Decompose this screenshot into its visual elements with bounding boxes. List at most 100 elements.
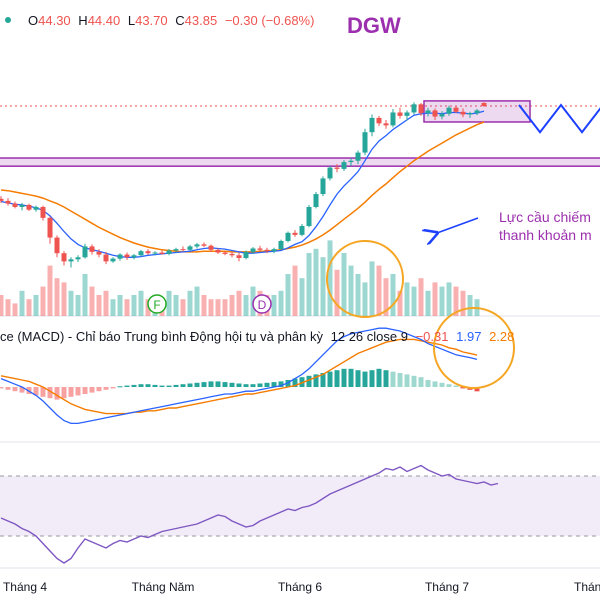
macd-hist-bar (194, 382, 200, 387)
macd-hist-bar (159, 385, 165, 387)
projected-zigzag (518, 103, 600, 134)
candle-body (194, 244, 200, 247)
candle-body (110, 258, 116, 262)
macd-hist-bar (446, 384, 452, 387)
macd-hist-bar (47, 387, 53, 399)
macd-hist-bar (0, 387, 4, 389)
candle-body (124, 254, 130, 258)
volume-bar (166, 290, 172, 316)
candle-body (383, 123, 389, 126)
candle-body (201, 244, 207, 246)
volume-bar (131, 295, 137, 316)
candle-body (250, 248, 256, 252)
candle-body (159, 252, 165, 254)
candle-body (278, 240, 284, 250)
volume-bar (54, 278, 60, 316)
candle-body (75, 257, 81, 260)
annotation-arrow (437, 217, 479, 233)
macd-hist-bar (292, 378, 298, 387)
macd-hist-bar (320, 373, 326, 387)
volume-bar (397, 290, 403, 316)
rsi-line (0, 464, 499, 564)
volume-bar (243, 295, 249, 316)
candle-body (173, 249, 179, 251)
candle-body (82, 246, 88, 258)
volume-bar (208, 299, 214, 316)
annotation-line-2: thanh khoản m (499, 227, 592, 243)
candle-body (89, 246, 95, 252)
volume-bar (201, 295, 207, 316)
volume-bar (327, 240, 333, 316)
candle-body (453, 107, 459, 112)
macd-hist-bar (243, 384, 249, 387)
candle-body (208, 245, 214, 250)
macd-hist-bar (306, 375, 312, 387)
symbol-title: DGW (347, 13, 401, 38)
macd-hist-bar (145, 384, 151, 387)
volume-bar (89, 286, 95, 316)
volume-bar (334, 269, 340, 316)
macd-hist-bar (313, 374, 319, 387)
x-axis: Tháng 4 Tháng Năm Tháng 6 Tháng 7 Thán (3, 580, 600, 594)
rsi-pane (0, 464, 499, 564)
macd-hist-bar (103, 387, 109, 390)
volume-bar (460, 290, 466, 316)
volume-bar (47, 265, 53, 316)
candle-body (0, 198, 4, 201)
macd-hist-bar (33, 387, 39, 396)
macd-hist-bar (369, 370, 375, 387)
ohlc-text: O44.30 H44.40 L43.70 C43.85 −0.30 (−0.68… (28, 13, 314, 28)
volume-bar (61, 282, 67, 316)
volume-bar (40, 286, 46, 316)
volume-bar (180, 299, 186, 316)
volume-bar (96, 295, 102, 316)
volume-bar (411, 286, 417, 316)
volume-bar (467, 295, 473, 316)
volume-bar (103, 290, 109, 316)
candle-body (33, 206, 39, 210)
candle-body (61, 253, 67, 262)
macd-hist-bar (75, 387, 81, 396)
volume-bar (187, 290, 193, 316)
macd-hist-bar (264, 382, 270, 387)
candle-body (320, 178, 326, 195)
volume-bar (362, 282, 368, 316)
x-label-thang-7: Tháng 7 (425, 580, 469, 594)
candle-body (138, 251, 144, 256)
macd-hist-bar (425, 380, 431, 387)
macd-signal-line (0, 338, 478, 415)
macd-hist-bar (327, 371, 333, 387)
price-zones (0, 100, 600, 167)
candle-body (481, 102, 487, 106)
volume-bar (222, 299, 228, 316)
marker-f: F (147, 294, 167, 314)
candle-body (376, 117, 382, 124)
candle-body (131, 255, 137, 258)
macd-hist-bar (152, 384, 158, 387)
volume-bar (348, 265, 354, 316)
candle-body (334, 167, 340, 169)
macd-hist-bar (19, 387, 25, 393)
marker-f-label: F (153, 298, 160, 312)
candle-body (264, 249, 270, 252)
volume-bar (19, 290, 25, 316)
candle-body (229, 253, 235, 256)
volume-bar (33, 295, 39, 316)
ohlc-legend: O44.30 H44.40 L43.70 C43.85 −0.30 (−0.68… (5, 13, 401, 38)
volume-bar (124, 299, 130, 316)
candle-body (460, 111, 466, 115)
candle-body (348, 160, 354, 163)
macd-hist-bar (131, 384, 137, 387)
macd-hist-bar (271, 382, 277, 387)
candle-body (271, 249, 277, 252)
candle-body (467, 113, 473, 115)
volume-bar (138, 290, 144, 316)
candle-body (404, 112, 410, 116)
candle-body (96, 251, 102, 255)
candle-body (327, 167, 333, 179)
macd-hist-bar (5, 387, 11, 390)
volume-bar (369, 261, 375, 316)
macd-hist-bar (54, 387, 60, 400)
candle-body (187, 246, 193, 250)
macd-hist-bar (138, 384, 144, 387)
